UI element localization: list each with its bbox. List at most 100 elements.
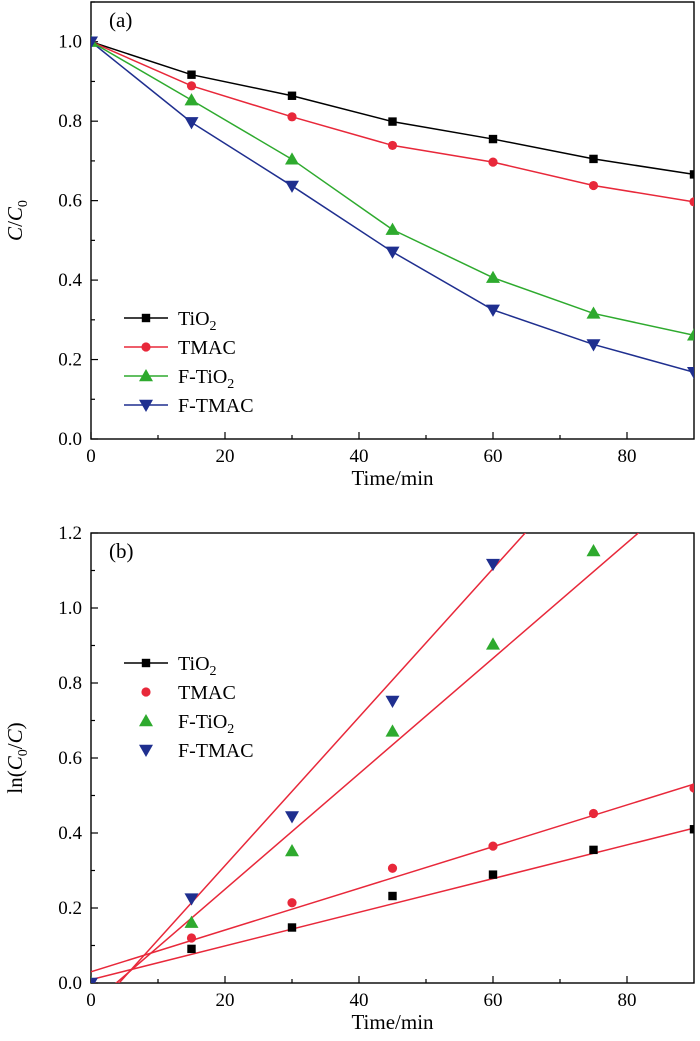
data-point-f-tio2 <box>184 915 199 928</box>
legend-label-f-tio2: F-TiO2 <box>178 711 234 737</box>
data-point-f-tmac <box>687 367 694 380</box>
legend-marker-tmac <box>141 342 151 352</box>
chart-panel-a: 0 20 40 60 80 0.0 0.2 0.4 0.6 0.8 1.0 Time/min C/C0 (… <box>3 1 695 490</box>
legend-marker-tmac <box>141 687 151 697</box>
data-point-tio2 <box>388 891 397 901</box>
data-point-tmac <box>186 933 197 943</box>
data-layer <box>91 533 694 983</box>
data-point-tmac <box>588 180 599 191</box>
y-tick-label: 0.4 <box>58 823 82 844</box>
fit-line-tio2 <box>91 827 694 981</box>
data-point-f-tmac <box>385 695 400 708</box>
data-point-tio2 <box>287 91 297 100</box>
legend-marker-tio2 <box>141 658 151 668</box>
data-point-f-tmac <box>285 180 299 193</box>
y-tick-label: 0.8 <box>58 111 82 132</box>
panel-label: (a) <box>109 8 132 32</box>
data-point-f-tio2 <box>486 270 500 283</box>
legend-marker-f-tmac <box>139 399 153 412</box>
data-point-tmac <box>287 112 297 122</box>
x-tick-label: 60 <box>484 990 503 1011</box>
x-tick-label: 0 <box>86 990 96 1011</box>
legend-label-f-tio2: F-TiO2 <box>178 366 234 392</box>
data-point-tmac <box>488 157 498 167</box>
legend-label-tio2: TiO2 <box>178 308 217 334</box>
data-point-tmac <box>186 81 197 91</box>
y-tick-label: 0.0 <box>58 429 82 450</box>
data-point-f-tio2 <box>385 222 400 235</box>
data-point-tmac <box>387 863 398 873</box>
x-tick-label: 80 <box>618 990 637 1011</box>
data-point-tio2 <box>589 154 598 164</box>
data-point-f-tio2 <box>486 637 500 650</box>
y-tick-label: 1.0 <box>58 598 82 619</box>
legend-marker-f-tio2 <box>139 369 153 382</box>
x-axis-label: Time/min <box>351 466 434 490</box>
x-axis-label: Time/min <box>351 1010 434 1034</box>
data-point-f-tio2 <box>687 328 694 341</box>
y-tick-label: 0.6 <box>58 191 82 212</box>
y-tick-label: 1.0 <box>58 32 82 53</box>
legend: TiO2 TMAC F-TiO2 F-TMAC <box>124 308 254 417</box>
x-tick-label: 60 <box>484 446 503 467</box>
data-point-f-tio2 <box>586 544 601 557</box>
data-point-f-tmac <box>184 117 199 130</box>
x-tick-label: 40 <box>350 446 369 467</box>
y-tick-label: 1.2 <box>58 523 82 544</box>
data-point-tio2 <box>287 923 297 932</box>
data-point-tio2 <box>187 70 196 79</box>
y-tick-label: 0.8 <box>58 673 82 694</box>
data-point-tio2 <box>488 870 498 879</box>
data-point-tio2 <box>589 845 598 855</box>
legend-label-f-tmac: F-TMAC <box>178 395 254 417</box>
data-point-f-tmac <box>285 811 299 824</box>
y-tick-label: 0.2 <box>58 898 82 919</box>
y-tick-label: 0.0 <box>58 973 82 994</box>
x-tick-label: 20 <box>216 446 235 467</box>
data-point-tmac <box>488 841 498 851</box>
y-tick-label: 0.6 <box>58 748 82 769</box>
data-point-f-tmac <box>385 246 400 259</box>
data-point-tio2 <box>187 944 196 954</box>
legend-marker-f-tio2 <box>139 714 153 727</box>
plot-frame <box>90 1 695 440</box>
x-tick-label: 20 <box>216 990 235 1011</box>
data-point-tmac <box>287 898 297 908</box>
data-point-f-tmac <box>486 304 500 317</box>
legend-marker-tio2 <box>141 313 151 323</box>
data-point-f-tio2 <box>285 844 299 857</box>
data-point-f-tio2 <box>184 93 199 106</box>
fit-line-tmac <box>91 783 694 973</box>
data-point-tio2 <box>689 825 694 834</box>
fit-line-f-tmac <box>118 533 527 983</box>
data-point-f-tmac <box>91 977 98 983</box>
series-line-f-tio2 <box>91 41 694 337</box>
data-point-tmac <box>588 808 599 819</box>
data-point-f-tmac <box>486 558 500 572</box>
legend-label-tio2: TiO2 <box>178 653 217 679</box>
panel-label: (b) <box>109 539 134 563</box>
data-point-f-tio2 <box>385 724 400 737</box>
data-point-f-tmac <box>91 36 98 49</box>
data-point-f-tmac <box>586 339 601 352</box>
y-axis-label: C/C0 <box>3 200 31 241</box>
data-point-tio2 <box>689 170 694 179</box>
y-tick-label: 0.2 <box>58 350 82 371</box>
legend-marker-f-tmac <box>139 744 153 757</box>
series-line-tio2 <box>91 41 694 176</box>
y-tick-label: 0.4 <box>58 270 82 291</box>
legend-label-f-tmac: F-TMAC <box>178 740 254 762</box>
data-point-tio2 <box>488 134 498 144</box>
data-point-tmac <box>689 783 694 793</box>
data-point-tio2 <box>388 117 397 126</box>
legend-label-tmac: TMAC <box>178 337 236 359</box>
x-tick-label: 80 <box>618 446 637 467</box>
data-point-f-tio2 <box>586 306 601 319</box>
chart-panel-b: 0 20 40 60 80 0.0 0.2 0.4 0.6 0.8 1.0 1.2 Time/min ln… <box>3 523 695 1034</box>
y-axis-label: ln(C0/C) <box>3 722 31 793</box>
data-point-tmac <box>387 140 398 151</box>
x-tick-label: 40 <box>350 990 369 1011</box>
legend: TiO2 TMAC F-TiO2 F-TMAC <box>124 653 254 762</box>
data-point-f-tmac <box>184 893 199 906</box>
